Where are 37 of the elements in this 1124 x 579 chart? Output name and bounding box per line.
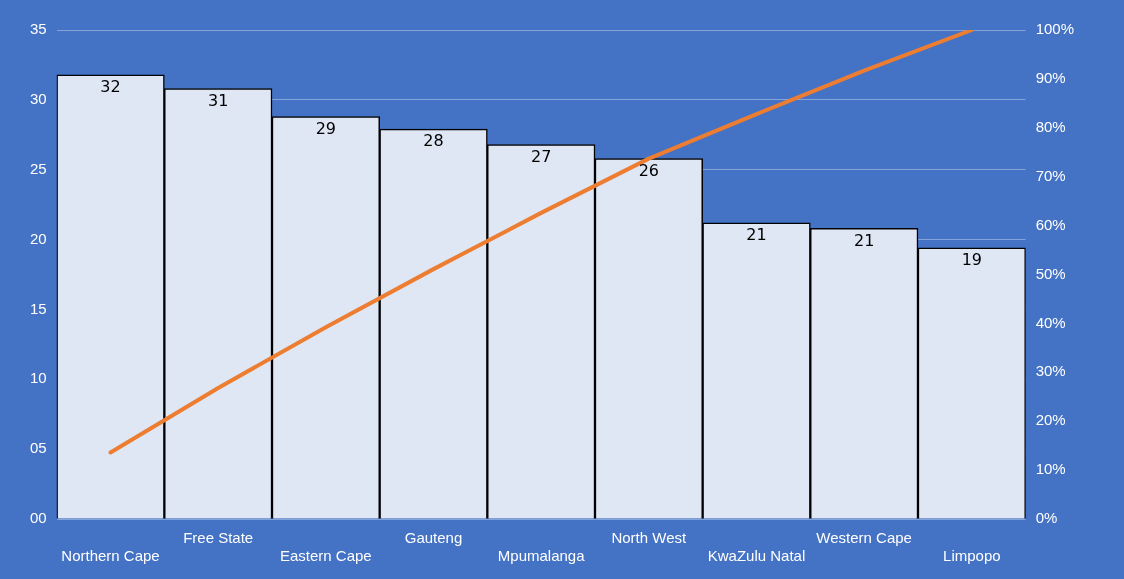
data-label: 26 — [638, 160, 659, 180]
y-tick-label: 35 — [30, 20, 47, 38]
data-label: 27 — [530, 146, 552, 166]
data-label: 21 — [853, 230, 875, 250]
data-label: 31 — [208, 90, 229, 110]
data-label: 29 — [315, 118, 337, 138]
y-tick-label: 10 — [30, 369, 47, 387]
y-tick-label: 30 — [30, 90, 47, 107]
y-tick-label: 20 — [30, 229, 47, 247]
x-tick-label: Limpopo — [943, 547, 1001, 565]
x-tick-label: North West — [611, 529, 688, 547]
y2-tick-label: 80% — [1035, 117, 1066, 135]
y2-tick-label: 40% — [1035, 313, 1066, 331]
y2-tick-label: 10% — [1035, 460, 1066, 478]
data-label: 28 — [423, 131, 444, 151]
data-label: 21 — [746, 224, 767, 244]
x-tick-label: Gauteng — [404, 529, 463, 547]
y2-tick-label: 90% — [1035, 69, 1066, 87]
y-tick-label: 25 — [30, 159, 47, 177]
x-tick-label: Western Cape — [816, 529, 912, 547]
data-label: 32 — [100, 76, 121, 96]
y2-tick-label: 50% — [1035, 264, 1066, 282]
y2-tick-label: 60% — [1035, 215, 1066, 233]
y2-tick-label: 30% — [1035, 362, 1066, 380]
x-tick-label: KwaZulu Natal — [707, 547, 806, 565]
y-tick-label: 00 — [30, 509, 47, 527]
data-label: 19 — [961, 250, 982, 270]
x-tick-label: Free State — [183, 529, 254, 547]
y-tick-label: 15 — [30, 299, 47, 317]
x-tick-label: Northern Cape — [61, 547, 160, 565]
y2-tick-label: 70% — [1035, 166, 1066, 184]
y2-tick-label: 20% — [1035, 411, 1066, 429]
x-tick-label: Mpumalanga — [497, 547, 586, 565]
y2-tick-label: 100% — [1035, 20, 1075, 38]
y-tick-label: 05 — [30, 439, 47, 457]
y2-tick-label: 0% — [1035, 509, 1058, 527]
x-tick-label: Eastern Cape — [279, 547, 372, 565]
